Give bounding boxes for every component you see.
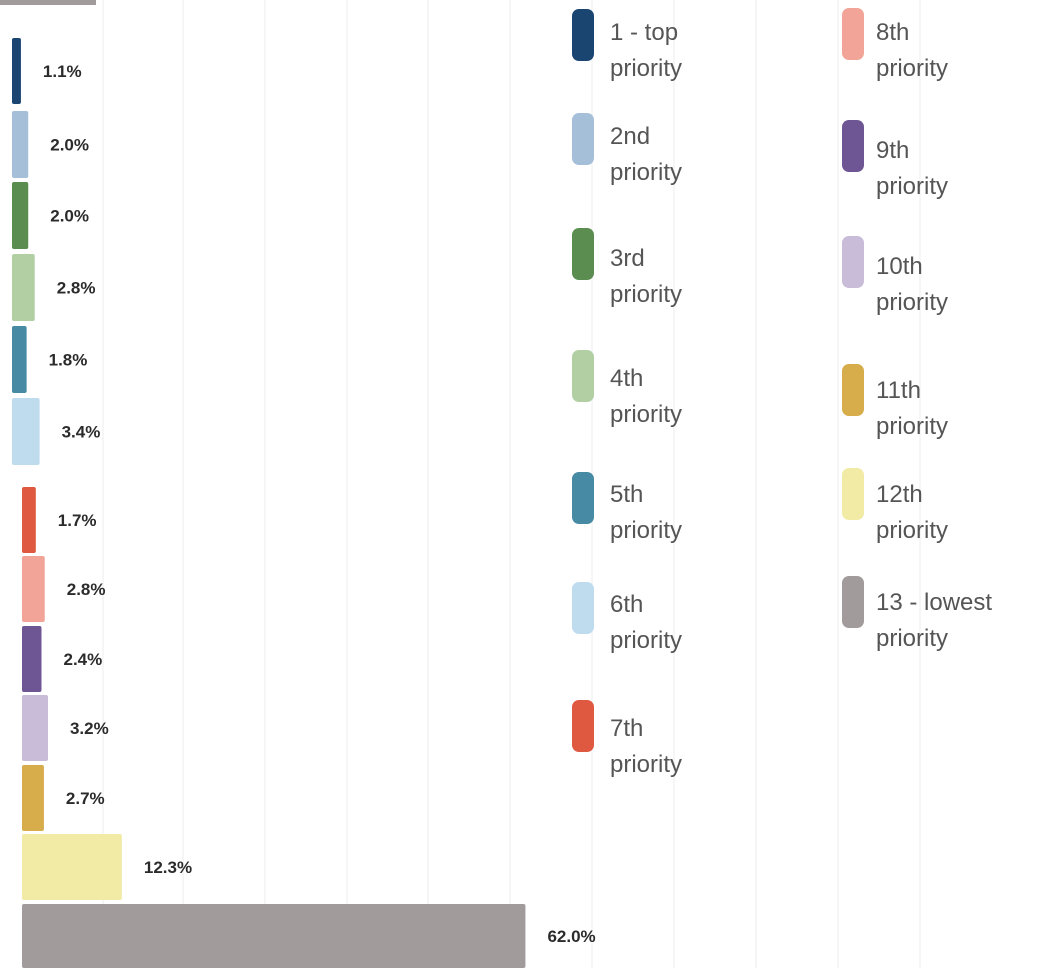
legend-swatch [572,472,594,524]
legend-label-line1: 3rd [610,245,645,272]
bar-value-label: 62.0% [547,927,595,946]
chart-legend: 1 - top priority 2nd priority 3rd priority 4th… [572,8,992,778]
legend-label-line1: 6th [610,591,643,618]
legend-swatch [572,582,594,634]
legend-swatch [842,120,864,172]
bar-mark [22,904,526,968]
legend-label-line2: priority [610,751,682,778]
legend-label-line1: 9th [876,137,909,164]
bar-value-label: 1.1% [43,62,82,81]
bar-value-label: 1.7% [58,511,97,530]
bar-mark [12,111,29,178]
bar-value-label: 2.0% [50,207,89,226]
legend-label-line1: 10th [876,253,923,280]
legend-label-line1: 12th [876,481,923,508]
bar-mark [12,326,27,393]
bar-value-label: 2.7% [66,789,105,808]
legend-swatch [842,8,864,60]
legend-swatch [842,468,864,520]
legend-label-line2: priority [610,401,682,428]
legend-label-line2: priority [876,413,948,440]
legend-label-line1: 11th [876,377,921,404]
legend-swatch [572,9,594,61]
bar-mark [12,182,29,249]
bar-value-label: 3.2% [70,719,109,738]
legend-swatch [572,350,594,402]
bar-mark [22,765,44,831]
legend-label-line2: priority [610,159,682,186]
legend-label-line2: priority [610,627,682,654]
bar-value-label: 12.3% [144,858,192,877]
legend-swatch [842,236,864,288]
bar-mark [12,398,40,465]
legend-label-line1: 1 - top [610,19,678,46]
legend-swatch [842,364,864,416]
legend-label-line1: 8th [876,19,909,46]
bar-mark [22,556,45,622]
legend-label-line2: priority [876,55,948,82]
bar-value-label: 3.4% [62,423,101,442]
bar-mark [22,626,42,692]
legend-label-line2: priority [876,173,948,200]
legend-label-line2: priority [610,517,682,544]
legend-label-line2: priority [610,55,682,82]
legend-swatch [572,228,594,280]
legend-label-line1: 7th [610,715,643,742]
bar-value-label: 2.8% [67,580,106,599]
legend-swatch [572,700,594,752]
bar-value-label: 1.8% [49,351,88,370]
legend-swatch [842,576,864,628]
legend-label-line2: priority [876,625,948,652]
bar-value-label: 2.0% [50,136,89,155]
legend-swatch [572,113,594,165]
legend-label-line1: 4th [610,365,643,392]
bar-mark [12,254,35,321]
bar-value-label: 2.8% [57,279,96,298]
legend-label-line1: 13 - lowest [876,589,992,616]
partial-bar [0,0,96,5]
chart-gridlines [0,0,921,968]
bar-mark [12,38,21,104]
legend-label-line2: priority [876,289,948,316]
bar-mark [22,834,122,900]
legend-label-line2: priority [610,281,682,308]
legend-label-line2: priority [876,517,948,544]
legend-label-line1: 5th [610,481,643,508]
bar-mark [22,487,36,553]
bar-mark [22,695,48,761]
chart-bars: 1.1% 2.0% 2.0% 2.8% 1.8% 3.4% 1.7% 2.8% 2.4% 3.2%… [12,38,596,968]
legend-label-line1: 2nd [610,123,650,150]
bar-value-label: 2.4% [63,650,102,669]
